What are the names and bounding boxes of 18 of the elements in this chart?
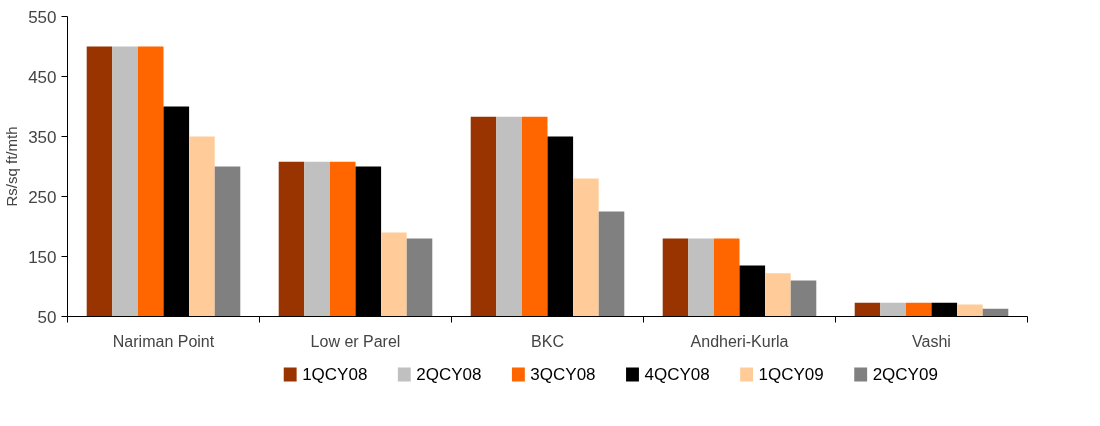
x-tick-label: Andheri-Kurla [690, 332, 789, 350]
y-tick-label: 550 [28, 7, 57, 27]
y-tick-label: 150 [28, 247, 57, 267]
y-tick-label: 250 [28, 187, 57, 207]
legend-label: 2QCY09 [872, 365, 938, 384]
legend-label: 3QCY08 [530, 365, 596, 384]
legend-label: 1QCY09 [758, 365, 824, 384]
legend-label: 2QCY08 [416, 365, 482, 384]
y-tick-label: 50 [37, 307, 57, 327]
x-tick-label: Low er Parel [310, 332, 401, 350]
y-tick-label: 450 [28, 67, 57, 87]
y-tick-label: 350 [28, 127, 57, 147]
legend-label: 1QCY08 [302, 365, 368, 384]
y-axis-title: Rs/sq ft/mth [3, 126, 21, 207]
legend-label: 4QCY08 [644, 365, 710, 384]
x-tick-label: BKC [531, 332, 564, 350]
x-tick-label: Nariman Point [112, 332, 215, 350]
x-tick-label: Vashi [912, 332, 951, 350]
